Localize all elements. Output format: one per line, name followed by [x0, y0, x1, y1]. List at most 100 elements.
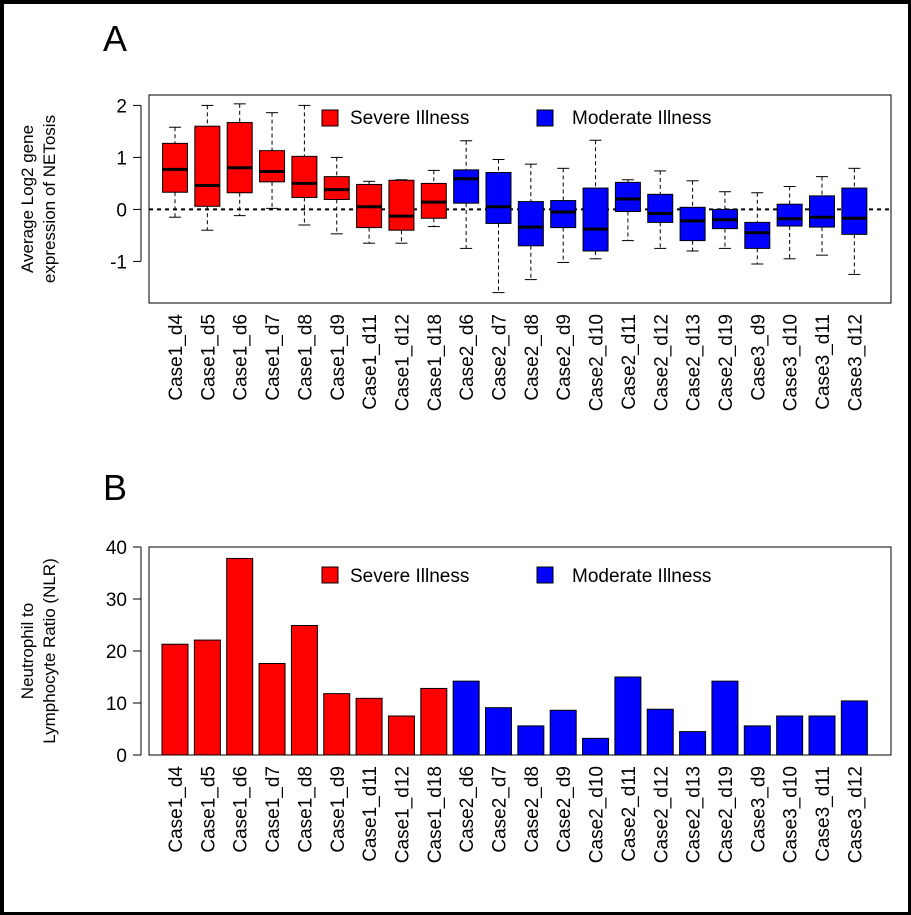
panel-a-y-tick-label: 2 [116, 96, 127, 117]
panel-b-y-tick-label: 0 [116, 746, 127, 767]
box-Case1_d12 [388, 179, 415, 244]
legend-a-moderate-swatch [536, 109, 554, 127]
panel-b-barchart: 0 10 20 30 40 Neutrophil to Lymphocyte Ratio … [18, 538, 892, 864]
panel-a-legend: Severe Illness Moderate Illness [321, 108, 711, 129]
panel-a-x-category-label: Case1_d8 [295, 314, 316, 401]
bar-Case2_d13 [679, 731, 707, 756]
bar-Case2_d19 [711, 680, 739, 756]
bar-Case3_d12 [840, 700, 868, 756]
panel-b-x-category-label: Case2_d8 [522, 766, 543, 853]
box-Case2_d11 [614, 179, 641, 242]
panel-a-x-category-label: Case1_d9 [328, 314, 349, 401]
box-Case2_d7 [485, 158, 512, 294]
box-Case2_d8 [517, 163, 544, 281]
bar-Case1_d5 [193, 639, 221, 756]
panel-b-bars [161, 557, 868, 756]
panel-b-x-category-label: Case3_d10 [781, 766, 802, 863]
panel-b-x-category-label: Case1_d8 [295, 766, 316, 853]
bar-Case1_d7 [258, 662, 286, 756]
y-axis-title-line: expression of NETosis [40, 115, 59, 283]
panel-b-x-category-label: Case1_d12 [392, 766, 413, 863]
panel-a-x-category-label: Case1_d12 [392, 314, 413, 411]
panel-a-x-category-label: Case2_d13 [684, 314, 705, 411]
panel-b-x-category-label: Case1_d11 [360, 766, 381, 862]
panel-a-x-category-label: Case2_d12 [651, 314, 672, 411]
legend-a-severe-label: Severe Illness [350, 108, 469, 129]
box-iqr [744, 221, 771, 249]
panel-b-x-category-label: Case1_d9 [328, 766, 349, 853]
box-iqr [388, 179, 415, 231]
bar-Case1_d12 [387, 715, 415, 756]
legend-b-moderate-label: Moderate Illness [572, 566, 711, 587]
panel-b-x-category-label: Case2_d13 [684, 766, 705, 863]
box-Case2_d12 [647, 170, 674, 249]
panel-a-y-tick-label: -1 [110, 252, 127, 273]
bar-Case1_d9 [323, 693, 351, 756]
panel-b-x-category-label: Case1_d5 [198, 766, 219, 853]
box-Case3_d9 [744, 192, 771, 265]
panel-a-y-tick-label: 1 [116, 148, 127, 169]
panel-b-x-category-label: Case2_d7 [490, 766, 511, 853]
panel-b-x-category-label: Case1_d4 [166, 766, 187, 853]
panel-b-category-labels: Case1_d4 Case1_d5 Case1_d6 Case1_d7 Case1_d8… [166, 766, 866, 864]
box-iqr [259, 150, 286, 183]
panel-a-x-category-label: Case2_d8 [522, 314, 543, 401]
panel-b-x-category-label: Case2_d19 [716, 766, 737, 863]
box-Case1_d18 [420, 169, 447, 228]
legend-a-severe-swatch [321, 109, 339, 127]
panel-b-x-category-label: Case3_d12 [845, 766, 866, 863]
bar-Case2_d11 [614, 676, 642, 756]
panel-a-x-category-label: Case3_d11 [813, 314, 834, 410]
panel-b-x-category-label: Case3_d9 [748, 766, 769, 853]
panel-b-x-category-label: Case2_d12 [651, 766, 672, 863]
box-iqr [809, 195, 835, 228]
panel-a-x-category-label: Case3_d9 [748, 314, 769, 401]
panel-a-x-category-label: Case1_d6 [231, 314, 252, 401]
box-iqr [485, 171, 512, 224]
box-Case2_d6 [453, 140, 480, 249]
bar-Case1_d8 [290, 625, 318, 756]
panel-b-x-category-label: Case1_d6 [231, 766, 252, 853]
panel-b-x-category-label: Case2_d11 [619, 766, 640, 862]
box-iqr [194, 125, 221, 207]
box-Case3_d10 [776, 186, 803, 260]
panel-a-x-category-label: Case1_d18 [425, 314, 446, 411]
y-axis-title-line: Average Log2 gene [18, 125, 37, 273]
panel-a-plot-border [148, 94, 892, 304]
box-Case1_d7 [259, 112, 286, 209]
box-iqr [582, 187, 609, 252]
bar-Case1_d4 [161, 643, 189, 756]
box-iqr [647, 193, 674, 223]
panel-a-y-axis: -1 0 1 2 [110, 96, 142, 273]
panel-b-y-tick-label: 40 [106, 538, 127, 559]
panel-b-x-category-label: Case1_d7 [263, 766, 284, 853]
box-Case3_d12 [841, 167, 868, 275]
panel-a-category-labels: Case1_d4 Case1_d5 Case1_d6 Case1_d7 Case1_d8… [166, 314, 866, 412]
box-Case2_d9 [550, 167, 577, 263]
box-Case1_d4 [162, 126, 188, 218]
bar-Case2_d7 [485, 707, 512, 756]
panel-b-letter: B [103, 467, 127, 508]
legend-b-severe-swatch [321, 566, 339, 584]
panel-a-x-category-label: Case1_d11 [360, 314, 381, 410]
panel-a-x-category-label: Case1_d4 [166, 314, 187, 401]
bar-Case3_d10 [776, 715, 804, 756]
box-Case1_d11 [356, 180, 383, 244]
box-Case2_d10 [582, 139, 609, 260]
panel-a-x-category-label: Case2_d9 [554, 314, 575, 401]
box-iqr [323, 176, 350, 201]
panel-a-boxplot: -1 0 1 2 Average Log2 gene expression of NET… [18, 94, 892, 412]
box-iqr [679, 206, 706, 242]
panel-b-plot-border [148, 546, 892, 756]
bar-Case1_d6 [226, 557, 254, 756]
bar-Case1_d11 [355, 697, 383, 756]
y-axis-title-line: Neutrophil to [18, 603, 37, 699]
panel-a-x-category-label: Case2_d11 [619, 314, 640, 410]
box-iqr [226, 122, 253, 194]
panel-a-x-category-label: Case2_d19 [716, 314, 737, 411]
legend-a-moderate-label: Moderate Illness [572, 108, 711, 129]
box-iqr [614, 181, 641, 212]
bar-Case2_d10 [582, 737, 610, 756]
panel-b-x-category-label: Case2_d10 [587, 766, 608, 863]
